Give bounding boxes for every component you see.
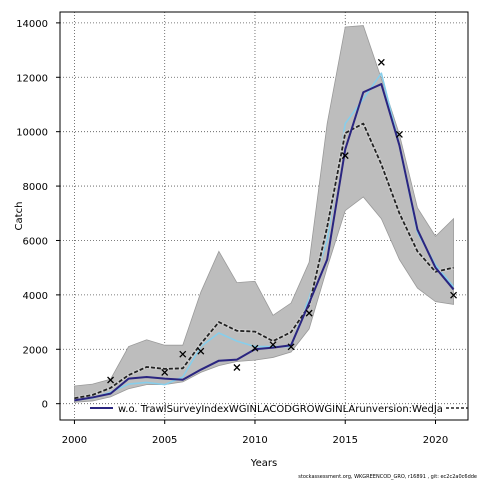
y-tick-label-8000: 8000 bbox=[23, 182, 48, 193]
confidence-band-area bbox=[74, 25, 454, 403]
marker-stroke-b bbox=[251, 344, 259, 352]
marker-stroke-b bbox=[395, 130, 403, 138]
observation-marker-2017 bbox=[377, 58, 385, 66]
footer-credit: stockassessment.org, WKGREENCOD_GRO, r16… bbox=[298, 474, 477, 480]
observation-marker-2009 bbox=[233, 364, 241, 371]
y-tick-label-2000: 2000 bbox=[23, 345, 48, 356]
axis-ticks: 2000 2005 2010 2015 2020 0 2000 4000 6000 8000 100… bbox=[16, 19, 448, 446]
observation-marker-2018 bbox=[395, 130, 403, 138]
x-tick-label-2010: 2010 bbox=[242, 435, 267, 446]
marker-stroke-b bbox=[233, 364, 241, 371]
plot-frame bbox=[59, 11, 469, 421]
marker-stroke-b bbox=[305, 309, 313, 317]
series-line-dashed-overlay bbox=[74, 122, 454, 400]
series-line-solid-lightblue bbox=[74, 72, 455, 401]
marker-stroke-b bbox=[377, 58, 385, 66]
observation-marker-2006 bbox=[179, 350, 187, 358]
x-tick-label-2015: 2015 bbox=[333, 435, 358, 446]
marker-stroke-b bbox=[197, 347, 205, 355]
observation-marker-2007 bbox=[197, 347, 205, 355]
y-tick-label-4000: 4000 bbox=[23, 291, 48, 302]
confidence-band bbox=[74, 25, 454, 403]
observation-markers bbox=[107, 58, 458, 384]
observation-marker-2010 bbox=[251, 344, 259, 352]
y-tick-label-0: 0 bbox=[42, 400, 48, 411]
observation-marker-2021 bbox=[450, 291, 458, 299]
marker-stroke-b bbox=[341, 152, 349, 160]
marker-stroke-b bbox=[107, 376, 115, 384]
observation-marker-2005 bbox=[161, 368, 169, 376]
series-lines bbox=[74, 72, 455, 402]
observation-marker-2012 bbox=[287, 343, 295, 351]
legend: w.o. TrawlSurveyIndexWGINLACODGROWGINLAr… bbox=[90, 404, 468, 415]
x-axis-label: Years bbox=[250, 458, 277, 469]
observation-marker-2015 bbox=[341, 152, 349, 160]
x-tick-label-2005: 2005 bbox=[152, 435, 177, 446]
marker-stroke-b bbox=[161, 368, 169, 376]
marker-stroke-b bbox=[450, 291, 458, 299]
y-tick-label-10000: 10000 bbox=[16, 128, 48, 139]
observation-marker-2002 bbox=[107, 376, 115, 384]
x-tick-label-2000: 2000 bbox=[62, 435, 87, 446]
y-tick-label-6000: 6000 bbox=[23, 236, 48, 247]
y-tick-label-14000: 14000 bbox=[16, 19, 48, 30]
observation-marker-2011 bbox=[269, 341, 277, 349]
series-line-solid-blue bbox=[74, 83, 455, 402]
marker-stroke-b bbox=[179, 350, 187, 358]
y-tick-label-12000: 12000 bbox=[16, 73, 48, 84]
observation-marker-2013 bbox=[305, 309, 313, 317]
marker-stroke-b bbox=[269, 341, 277, 349]
x-tick-label-2020: 2020 bbox=[423, 435, 448, 446]
y-axis-label: Catch bbox=[14, 202, 25, 231]
legend-label: w.o. TrawlSurveyIndexWGINLACODGROWGINLAr… bbox=[118, 404, 443, 415]
marker-stroke-b bbox=[287, 343, 295, 351]
